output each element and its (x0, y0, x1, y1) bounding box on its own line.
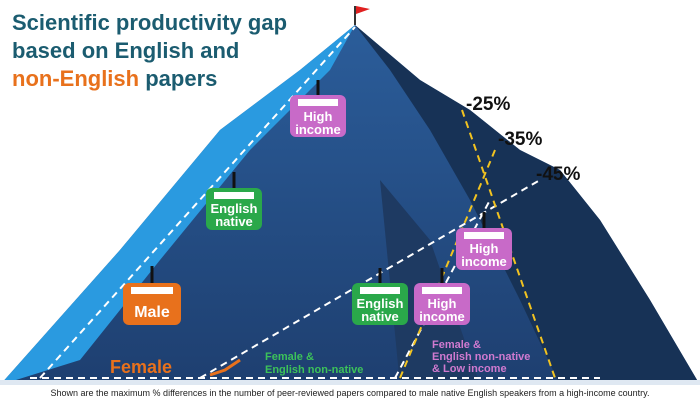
cabin: High income (414, 268, 470, 325)
climber-label: Female & (432, 339, 481, 351)
cabin-label: High (428, 296, 457, 311)
flag (356, 6, 370, 14)
snow (0, 380, 700, 385)
cabin-label: Male (134, 304, 170, 321)
cabin: English native (352, 268, 408, 325)
cabin-label: income (461, 254, 507, 269)
mountain-ridge (380, 180, 480, 385)
cabin-label: income (295, 122, 341, 137)
climber-label: & Low income (432, 363, 507, 375)
cabin: High income (290, 80, 346, 137)
gap-label: -35% (498, 129, 542, 150)
title: Scientific productivity gap (12, 10, 287, 35)
gap-label: -25% (466, 94, 510, 115)
climber-label: Female (110, 357, 172, 377)
gap-label: -45% (536, 164, 580, 185)
mountain-shadow (355, 25, 700, 385)
cabin-label: native (215, 214, 253, 229)
cabin: High income (456, 212, 512, 270)
cabin-label: English (211, 201, 258, 216)
title: based on English and (12, 38, 239, 63)
cabin-label: High (304, 109, 333, 124)
mountain-light (0, 25, 355, 385)
footnote: Shown are the maximum % differences in t… (51, 388, 650, 398)
title: non-English papers (12, 66, 217, 91)
cabin-label: native (361, 309, 399, 324)
title-highlight: non-English (12, 66, 139, 91)
cabin-label: income (419, 309, 465, 324)
climber-label: English non-native (432, 351, 530, 363)
climber-label: Female & (265, 351, 314, 363)
title-rest: papers (145, 66, 217, 91)
cabin-label: English (357, 296, 404, 311)
arrow (209, 358, 241, 377)
cabin-label: High (470, 241, 499, 256)
cabin: Male (123, 266, 181, 325)
climber-label: English non-native (265, 364, 363, 376)
cabin: English native (206, 172, 262, 230)
